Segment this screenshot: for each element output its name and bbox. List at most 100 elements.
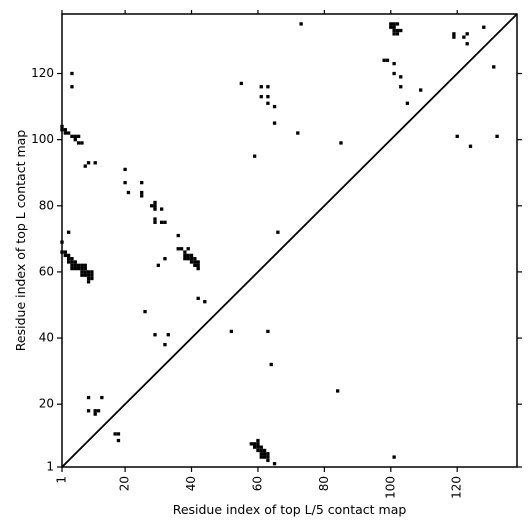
top-l-contact-point-102 bbox=[339, 141, 343, 145]
top-l-contact-point-76 bbox=[193, 257, 197, 261]
top-l-contact-point-84 bbox=[196, 296, 200, 301]
top-l-contact-point-87 bbox=[166, 333, 170, 337]
x-tick-label-3: 60 bbox=[250, 476, 264, 491]
top-l-contact-point-69 bbox=[186, 247, 190, 251]
top-l-contact-point-101 bbox=[299, 22, 303, 26]
top-l-contact-point-106 bbox=[382, 58, 386, 62]
top-l-contact-point-75 bbox=[189, 257, 194, 261]
top-l5-contact-point-6 bbox=[113, 432, 117, 436]
top-l-contact-point-39 bbox=[66, 257, 71, 261]
top-l-contact-point-73 bbox=[183, 257, 187, 261]
top-l-contact-point-23 bbox=[140, 194, 144, 198]
top-l-contact-point-16 bbox=[66, 230, 71, 234]
top-l5-contact-point-22 bbox=[259, 455, 263, 459]
top-l-contact-point-36 bbox=[63, 250, 67, 254]
x-tick-label-6: 120 bbox=[450, 476, 464, 499]
top-l-contact-point-60 bbox=[86, 273, 91, 277]
top-l5-contact-point-11 bbox=[256, 442, 260, 446]
top-l-contact-point-104 bbox=[269, 362, 273, 367]
top-l-contact-point-116 bbox=[392, 32, 396, 36]
top-l-contact-point-107 bbox=[385, 58, 390, 62]
top-l5-contact-point-24 bbox=[266, 455, 270, 459]
top-l-contact-point-42 bbox=[70, 260, 74, 264]
top-l-contact-point-121 bbox=[399, 85, 403, 89]
top-l-contact-point-54 bbox=[80, 270, 84, 274]
top-l-contact-point-124 bbox=[452, 32, 456, 36]
top-l-contact-point-37 bbox=[63, 253, 67, 258]
top-l5-contact-point-27 bbox=[392, 455, 396, 459]
top-l-contact-point-56 bbox=[86, 270, 91, 274]
top-l-contact-point-83 bbox=[143, 309, 147, 314]
top-l5-contact-point-5 bbox=[93, 412, 97, 416]
top-l-contact-point-13 bbox=[83, 164, 87, 168]
x-tick-label-2: 40 bbox=[184, 476, 198, 491]
top-l-contact-point-22 bbox=[140, 190, 144, 195]
top-l-contact-point-70 bbox=[183, 253, 187, 258]
top-l-contact-point-95 bbox=[266, 101, 270, 105]
top-l-contact-point-2 bbox=[63, 128, 67, 132]
top-l-contact-point-113 bbox=[392, 28, 396, 33]
top-l-contact-point-61 bbox=[90, 273, 94, 277]
y-tick-label-1: 20 bbox=[39, 397, 54, 411]
top-l-contact-point-44 bbox=[70, 263, 74, 267]
top-l-contact-point-80 bbox=[193, 263, 197, 267]
top-l-contact-point-32 bbox=[163, 220, 167, 224]
top-l-contact-point-24 bbox=[150, 204, 154, 208]
top-l5-contact-point-23 bbox=[262, 455, 267, 459]
top-l-contact-point-128 bbox=[465, 42, 469, 46]
top-l-contact-point-68 bbox=[183, 250, 187, 254]
top-l-contact-point-81 bbox=[196, 263, 200, 267]
top-l-contact-point-132 bbox=[455, 134, 459, 138]
top-l5-contact-point-1 bbox=[100, 395, 104, 400]
top-l-contact-point-78 bbox=[193, 260, 197, 264]
top-l5-contact-point-4 bbox=[96, 409, 101, 413]
top-l-contact-point-15 bbox=[93, 161, 97, 165]
top-l-contact-point-40 bbox=[70, 257, 74, 261]
top-l-contact-point-38 bbox=[66, 253, 71, 258]
top-l-contact-point-97 bbox=[272, 121, 277, 125]
top-l-contact-point-3 bbox=[63, 131, 67, 135]
y-tick-label-5: 100 bbox=[31, 132, 54, 146]
top-l-contact-point-45 bbox=[73, 263, 77, 267]
top-l-contact-point-55 bbox=[83, 270, 87, 274]
top-l-contact-point-27 bbox=[153, 207, 157, 211]
top-l5-contact-point-26 bbox=[272, 462, 277, 466]
top-l-contact-point-58 bbox=[80, 273, 84, 277]
top-l-contact-point-118 bbox=[392, 61, 396, 66]
top-l-contact-point-130 bbox=[492, 65, 496, 69]
top-l-contact-point-90 bbox=[239, 81, 243, 86]
top-l-contact-point-41 bbox=[66, 260, 71, 264]
top-l-contact-point-117 bbox=[395, 32, 400, 36]
top-l-contact-point-72 bbox=[189, 253, 194, 258]
top-l5-contact-point-8 bbox=[116, 438, 121, 443]
top-l-contact-point-8 bbox=[73, 138, 77, 142]
top-l-contact-point-109 bbox=[392, 22, 396, 26]
y-axis-label: Residue index of top L contact map bbox=[13, 130, 28, 351]
top-l-contact-point-105 bbox=[336, 389, 340, 393]
top-l-contact-point-43 bbox=[73, 260, 77, 264]
top-l-contact-point-98 bbox=[252, 154, 257, 158]
top-l-contact-point-48 bbox=[83, 263, 87, 267]
top-l5-contact-point-15 bbox=[259, 445, 263, 449]
top-l-contact-point-59 bbox=[83, 273, 87, 277]
plot-frame bbox=[61, 13, 518, 468]
top-l-contact-point-127 bbox=[465, 32, 469, 36]
top-l5-contact-point-25 bbox=[266, 458, 270, 463]
top-l-contact-point-91 bbox=[259, 85, 263, 89]
top-l-contact-point-108 bbox=[389, 22, 393, 26]
top-l-contact-point-12 bbox=[70, 85, 74, 89]
x-tick-label-0: 1 bbox=[55, 476, 69, 484]
top-l5-contact-point-17 bbox=[259, 448, 263, 453]
top-l-contact-point-9 bbox=[76, 141, 81, 145]
top-l-contact-point-33 bbox=[163, 257, 167, 261]
x-tick-label-1: 20 bbox=[118, 476, 132, 491]
top-l-contact-point-53 bbox=[83, 266, 87, 271]
top-l-contact-point-28 bbox=[153, 217, 157, 221]
top-l-contact-point-112 bbox=[392, 25, 396, 29]
top-l-contact-point-65 bbox=[176, 233, 180, 238]
top-l-contact-point-30 bbox=[159, 207, 164, 211]
y-tick-label-6: 120 bbox=[31, 66, 54, 80]
top-l-contact-point-66 bbox=[176, 247, 180, 251]
top-l-contact-point-122 bbox=[405, 101, 410, 105]
